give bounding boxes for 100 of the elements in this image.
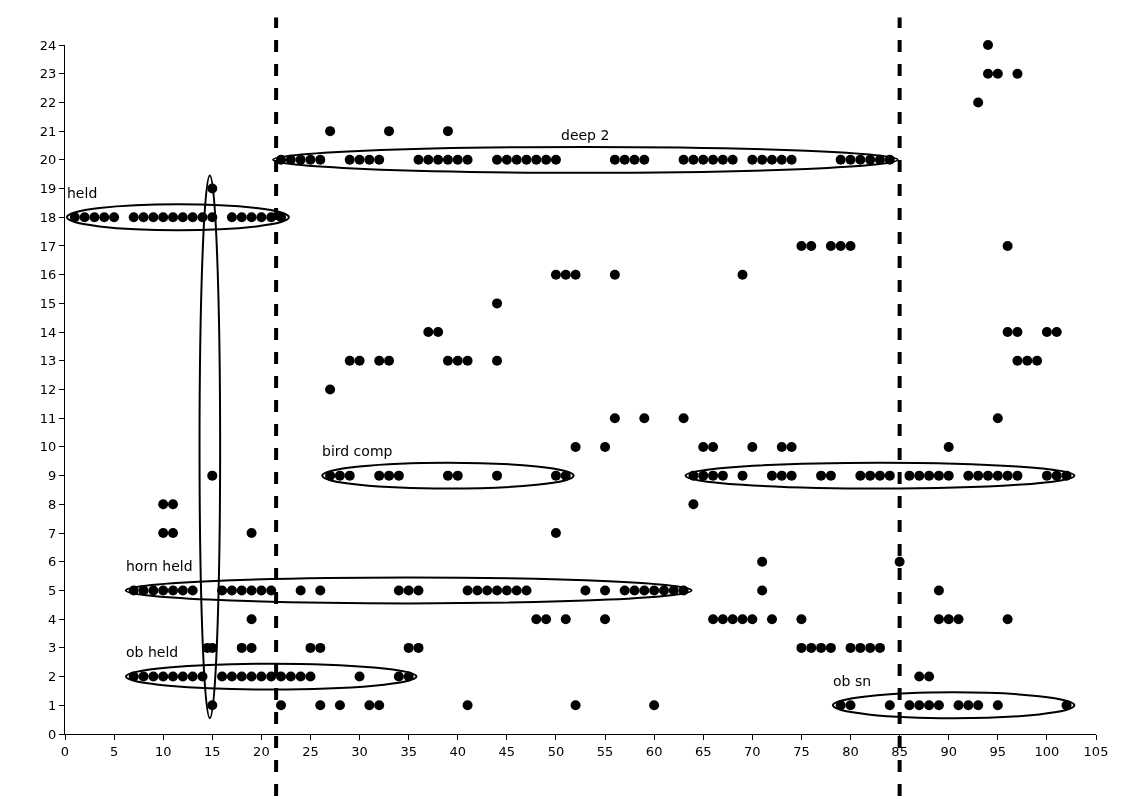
- y-tick-label: 20: [39, 152, 57, 168]
- point: [492, 470, 503, 481]
- point: [904, 470, 915, 481]
- point: [256, 212, 267, 223]
- point: [168, 212, 179, 223]
- point: [236, 212, 247, 223]
- y-tick-label: 2: [48, 669, 57, 685]
- point: [226, 585, 237, 596]
- point: [89, 212, 100, 223]
- point: [963, 700, 974, 711]
- point: [835, 154, 846, 165]
- point: [1012, 470, 1023, 481]
- point: [521, 154, 532, 165]
- point: [521, 585, 532, 596]
- point: [207, 470, 218, 481]
- point: [148, 671, 159, 682]
- point: [354, 671, 365, 682]
- point: [992, 470, 1003, 481]
- point: [226, 212, 237, 223]
- point: [766, 470, 777, 481]
- point: [433, 154, 444, 165]
- point: [128, 212, 139, 223]
- point: [423, 154, 434, 165]
- point: [256, 671, 267, 682]
- point: [541, 154, 552, 165]
- y-tick-label: 12: [39, 382, 57, 398]
- point: [462, 585, 473, 596]
- series-label: held: [67, 185, 98, 201]
- y-tick-label: 13: [39, 353, 57, 369]
- x-tick-label: 15: [204, 743, 221, 759]
- point: [1041, 470, 1052, 481]
- point: [393, 470, 404, 481]
- point: [845, 700, 856, 711]
- point: [374, 154, 385, 165]
- point: [874, 470, 885, 481]
- x-tick-label: 95: [989, 743, 1007, 759]
- x-tick-label: 0: [60, 743, 70, 759]
- point: [639, 585, 650, 596]
- y-tick-label: 4: [48, 611, 57, 627]
- point: [315, 585, 326, 596]
- point: [442, 470, 453, 481]
- point: [236, 671, 247, 682]
- point: [138, 671, 149, 682]
- point: [1002, 470, 1013, 481]
- point: [816, 470, 827, 481]
- y-tick-label: 5: [48, 583, 57, 599]
- point: [511, 154, 522, 165]
- y-tick-label: 1: [48, 697, 57, 713]
- x-tick-label: 80: [842, 743, 859, 759]
- point: [501, 154, 512, 165]
- point: [933, 470, 944, 481]
- series-label: horn held: [126, 558, 193, 574]
- point: [688, 154, 699, 165]
- point: [364, 154, 375, 165]
- y-tick-label: 16: [39, 267, 57, 283]
- y-tick-label: 8: [48, 496, 57, 512]
- point: [747, 154, 758, 165]
- point: [403, 585, 414, 596]
- point: [374, 470, 385, 481]
- point: [982, 470, 993, 481]
- point: [334, 470, 345, 481]
- point: [855, 154, 866, 165]
- point: [609, 154, 620, 165]
- point: [168, 585, 179, 596]
- point: [276, 671, 287, 682]
- point: [776, 470, 787, 481]
- point: [158, 671, 169, 682]
- point: [580, 585, 591, 596]
- point: [217, 671, 228, 682]
- point: [285, 671, 296, 682]
- point: [148, 212, 159, 223]
- x-tick-label: 25: [302, 743, 319, 759]
- point: [678, 154, 689, 165]
- point: [708, 470, 719, 481]
- series-label: ob held: [126, 644, 179, 660]
- point: [344, 470, 355, 481]
- series-label: bird comp: [322, 443, 393, 459]
- point: [472, 585, 483, 596]
- point: [295, 154, 306, 165]
- point: [708, 154, 719, 165]
- point: [717, 470, 728, 481]
- point: [236, 585, 247, 596]
- y-tick-label: 24: [39, 37, 57, 53]
- x-tick-label: 85: [891, 743, 908, 759]
- point: [619, 585, 630, 596]
- point: [315, 154, 326, 165]
- y-tick-label: 17: [39, 238, 57, 254]
- point: [963, 470, 974, 481]
- y-tick-label: 19: [39, 181, 57, 197]
- point: [148, 585, 159, 596]
- point: [550, 154, 561, 165]
- point: [924, 470, 935, 481]
- point: [776, 154, 787, 165]
- x-tick-label: 30: [351, 743, 368, 759]
- point: [79, 212, 90, 223]
- x-tick-label: 90: [940, 743, 957, 759]
- point: [845, 154, 856, 165]
- point: [492, 585, 503, 596]
- point: [786, 470, 797, 481]
- point: [501, 585, 512, 596]
